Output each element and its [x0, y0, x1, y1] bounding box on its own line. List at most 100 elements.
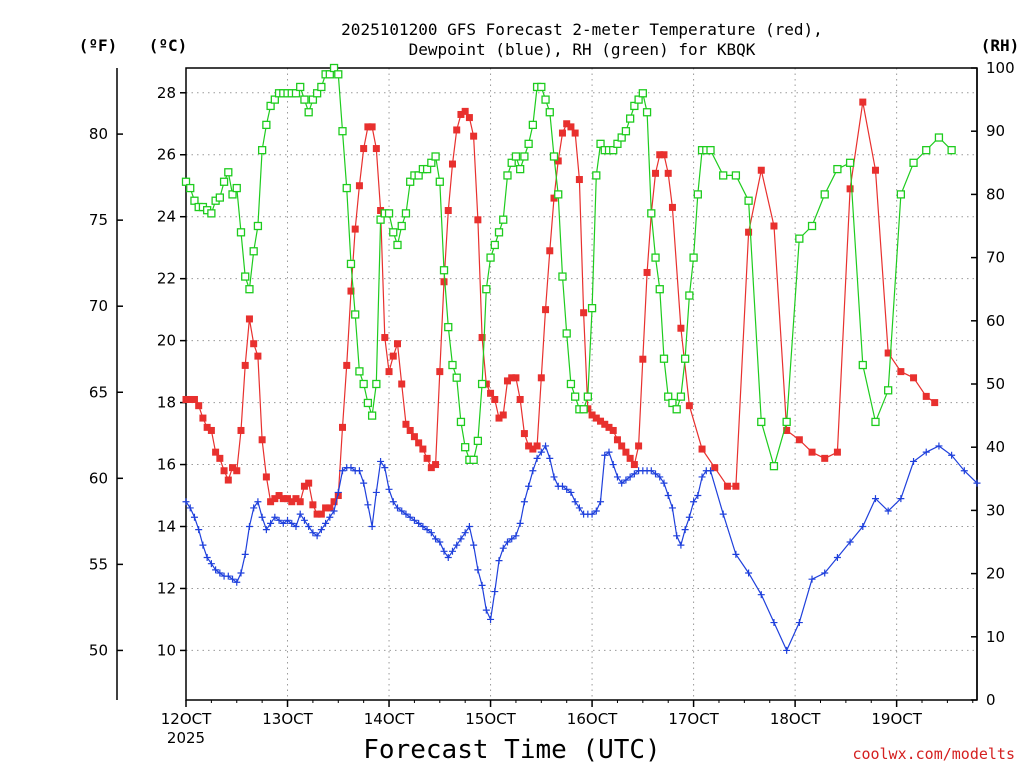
relative-humidity-point [554, 190, 563, 199]
relative-humidity-point [583, 392, 592, 401]
temperature-point [542, 306, 550, 314]
dewpoint-point [859, 523, 867, 531]
temperature-point [656, 151, 664, 159]
relative-humidity-point [549, 152, 559, 161]
rh-tick-label: 100 [986, 59, 1015, 77]
chart-title-line-2: Dewpoint (blue), RH (green) for KBQK [409, 40, 756, 59]
dewpoint-point [262, 526, 270, 534]
relative-humidity-point [706, 146, 715, 155]
temperature-point [377, 207, 385, 215]
relative-humidity-point [376, 215, 385, 224]
temperature-point [643, 268, 651, 276]
dewpoint-point [707, 467, 715, 475]
dewpoint-point [757, 591, 765, 599]
dewpoint-point [871, 495, 879, 503]
temperature-point [931, 399, 939, 407]
dewpoint-point [647, 467, 655, 475]
temperature-point [271, 495, 279, 503]
relative-humidity-point [516, 164, 525, 174]
temperature-point [199, 414, 207, 422]
dewpoint-point [948, 451, 956, 459]
rh-tick-label: 90 [986, 122, 1005, 140]
rh-tick-label: 0 [986, 691, 996, 709]
relative-humidity-point [351, 310, 360, 319]
dewpoint-point [453, 541, 461, 549]
temperature-point [245, 315, 253, 323]
data-series [181, 63, 981, 654]
relative-humidity-point [215, 193, 224, 202]
relative-humidity-point [680, 354, 690, 363]
relative-humidity-point [186, 183, 195, 193]
dewpoint-point [567, 488, 575, 496]
rh-tick-label: 60 [986, 312, 1005, 330]
temperature-point [685, 402, 693, 410]
dewpoint-point [322, 519, 330, 527]
dewpoint-point [216, 569, 224, 577]
dewpoint-point [271, 513, 279, 521]
fahrenheit-tick-label: 70 [89, 297, 108, 315]
dewpoint-point [330, 507, 338, 515]
temperature-point [605, 423, 613, 431]
temperature-point [309, 501, 317, 509]
dewpoint-point [487, 615, 495, 623]
relative-humidity-point [833, 164, 842, 174]
dewpoint-point [613, 473, 621, 481]
dewpoint-point [732, 550, 740, 558]
fahrenheit-tick-label: 65 [89, 383, 108, 401]
dewpoint-point [313, 532, 321, 540]
relative-humidity-point [384, 209, 394, 218]
temperature-point [821, 454, 829, 462]
temperature-point [745, 228, 753, 236]
credit-text: coolwx.com/modelts [852, 745, 1015, 763]
relative-humidity-point [253, 221, 263, 231]
relative-humidity-point [482, 285, 491, 294]
dewpoint-point [474, 566, 482, 574]
temperature-point [677, 324, 685, 332]
temperature-point [385, 368, 393, 376]
dewpoint-point [212, 566, 220, 574]
temperature-point [567, 123, 575, 131]
relative-humidity-point [334, 70, 343, 79]
fahrenheit-tick-label: 75 [89, 211, 108, 229]
dewpoint-point [406, 513, 414, 521]
relative-humidity-point [355, 367, 364, 376]
temperature-point [588, 411, 596, 419]
temperature-point [487, 389, 495, 397]
relative-humidity-point [731, 171, 741, 180]
dewpoint-point [770, 619, 778, 627]
time-tick-label: 17OCT [668, 710, 719, 728]
relative-humidity-point [909, 158, 918, 167]
temperature-point [254, 352, 262, 360]
dewpoint-point [372, 488, 380, 496]
relative-humidity-point [511, 152, 521, 161]
grid-lines [186, 68, 977, 700]
temperature-point [410, 433, 418, 441]
temperature-point [448, 160, 456, 168]
dewpoint-point [465, 523, 473, 531]
dewpoint-point [542, 442, 550, 450]
temperature-point [326, 504, 334, 512]
dewpoint-point [284, 516, 292, 524]
temperature-point [846, 185, 854, 193]
relative-humidity-point [401, 209, 411, 218]
temperature-point [859, 98, 867, 106]
dewpoint-point [601, 451, 609, 459]
dewpoint-point [334, 488, 342, 496]
relative-humidity-point [858, 360, 867, 370]
temperature-point [563, 120, 571, 128]
relative-humidity-point [224, 168, 233, 177]
dewpoint-point [537, 448, 545, 456]
relative-humidity-point [232, 183, 241, 193]
time-tick-label: 12OCT [161, 710, 212, 728]
temperature-point [537, 374, 545, 382]
dewpoint-point [385, 485, 393, 493]
relative-humidity-point [676, 392, 686, 401]
temperature-point [313, 510, 321, 518]
dewpoint-point [347, 464, 355, 472]
relative-humidity-point [613, 139, 622, 148]
relative-humidity-point [524, 139, 533, 148]
dewpoint-point [457, 535, 465, 543]
temperature-point [355, 182, 363, 190]
temperature-point [470, 132, 478, 140]
dewpoint-point [300, 516, 308, 524]
